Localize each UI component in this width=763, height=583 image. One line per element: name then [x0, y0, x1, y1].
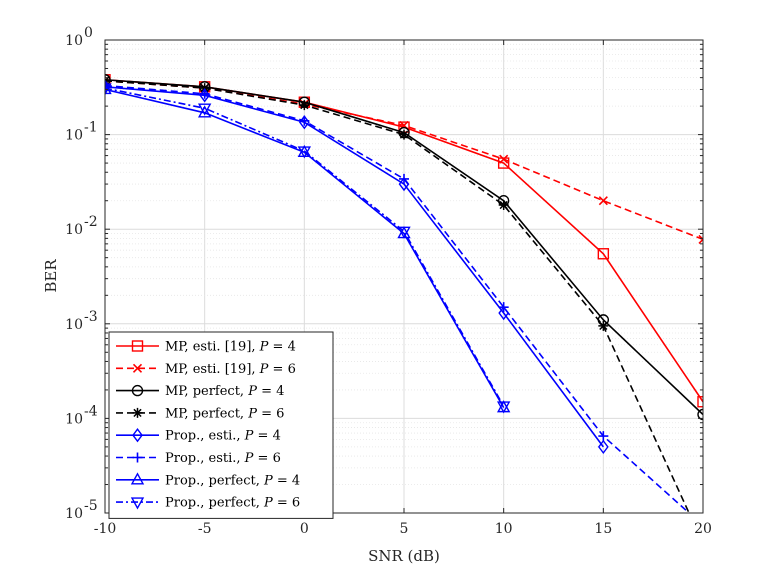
legend-box [108, 331, 334, 519]
x-tick-label: 15 [594, 521, 612, 537]
legend-item: MP, esti. [19], P = 4 [116, 340, 296, 355]
data-point [597, 248, 610, 260]
data-point [397, 226, 411, 239]
data-point [697, 396, 703, 408]
data-point [297, 146, 312, 159]
legend-item: Prop., perfect, P = 6 [116, 496, 300, 511]
data-point [199, 88, 210, 99]
legend-item: Prop., perfect, P = 4 [116, 472, 300, 488]
y-tick-label: 10 [65, 411, 83, 427]
y-tick-exponent: -5 [84, 498, 98, 514]
legend-label: MP, esti. [19], P = 4 [165, 340, 296, 355]
legend-label: Prop., esti., P = 4 [165, 429, 281, 444]
legend-marker [131, 340, 144, 352]
data-point [498, 302, 509, 313]
legend-marker [132, 407, 143, 418]
y-axis-label: BER [42, 259, 60, 293]
data-point [598, 431, 609, 442]
data-point [597, 439, 609, 455]
series-layer [105, 74, 703, 513]
x-tick-label: 5 [400, 521, 409, 537]
x-tick-label: -10 [94, 521, 117, 537]
data-point [105, 80, 110, 91]
legend: MP, esti. [19], P = 4 MP, esti. [19], P =… [108, 331, 334, 519]
legend-marker [132, 428, 143, 443]
y-tick-label: 10 [65, 128, 83, 144]
data-point [399, 129, 409, 140]
y-tick-exponent: 0 [84, 25, 93, 41]
legend-marker [130, 472, 145, 485]
y-tick-exponent: -3 [84, 309, 98, 325]
legend-marker [131, 384, 144, 397]
data-point [197, 105, 212, 118]
data-point [299, 100, 310, 111]
legend-marker [132, 363, 143, 373]
data-point [498, 200, 509, 211]
x-axis-label: SNR (dB) [368, 547, 440, 565]
series-line [105, 88, 505, 409]
legend-label: Prop., perfect, P = 6 [165, 496, 300, 511]
x-tick-label: 20 [694, 521, 712, 537]
legend-item: MP, perfect, P = 4 [116, 384, 284, 399]
legend-item: Prop., esti., P = 6 [116, 451, 281, 466]
legend-label: MP, esti. [19], P = 6 [165, 362, 296, 377]
legend-label: Prop., perfect, P = 4 [165, 473, 300, 488]
y-tick-exponent: -1 [84, 120, 98, 136]
y-tick-label: 10 [65, 33, 83, 49]
legend-item: Prop., esti., P = 4 [116, 428, 281, 444]
series-line [105, 87, 505, 407]
legend-label: Prop., esti., P = 6 [165, 451, 281, 466]
data-point [105, 74, 111, 86]
data-point [399, 173, 409, 184]
y-tick-exponent: -2 [84, 214, 98, 230]
x-tick-label: 10 [495, 521, 513, 537]
data-point [598, 196, 608, 206]
series-5 [105, 80, 690, 513]
y-tick-label: 10 [65, 506, 83, 522]
data-point [299, 115, 310, 126]
y-tick-exponent: -4 [84, 403, 98, 419]
data-point [199, 83, 210, 94]
legend-marker [130, 497, 145, 510]
data-point [698, 234, 703, 244]
data-point [496, 401, 511, 414]
series-3 [105, 75, 690, 513]
legend-item: MP, perfect, P = 6 [116, 406, 284, 421]
legend-label: MP, perfect, P = 6 [165, 406, 284, 421]
x-tick-label: 0 [300, 521, 309, 537]
series-line [105, 86, 604, 448]
legend-item: MP, esti. [19], P = 6 [116, 362, 296, 377]
data-point [697, 408, 703, 421]
data-point [499, 154, 509, 164]
y-tick-label: 10 [65, 317, 83, 333]
data-point [197, 103, 212, 116]
x-tick-label: -5 [198, 521, 212, 537]
legend-marker [132, 452, 143, 463]
legend-label: MP, perfect, P = 4 [165, 384, 284, 399]
y-tick-label: 10 [65, 222, 83, 238]
data-point [598, 320, 609, 331]
